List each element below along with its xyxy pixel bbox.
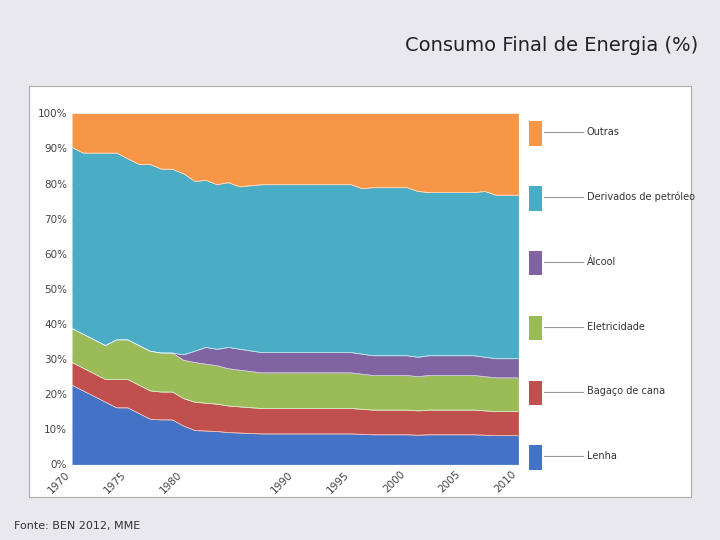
Text: Eletricidade: Eletricidade	[587, 322, 644, 332]
Text: Consumo Final de Energia (%): Consumo Final de Energia (%)	[405, 36, 698, 55]
Text: Fonte: BEN 2012, MME: Fonte: BEN 2012, MME	[14, 522, 140, 531]
Text: Lenha: Lenha	[587, 451, 616, 461]
Text: Álcool: Álcool	[587, 257, 616, 267]
Text: Outras: Outras	[587, 127, 620, 137]
Text: Bagaço de cana: Bagaço de cana	[587, 387, 665, 396]
Text: Derivados de petróleo: Derivados de petróleo	[587, 192, 695, 202]
